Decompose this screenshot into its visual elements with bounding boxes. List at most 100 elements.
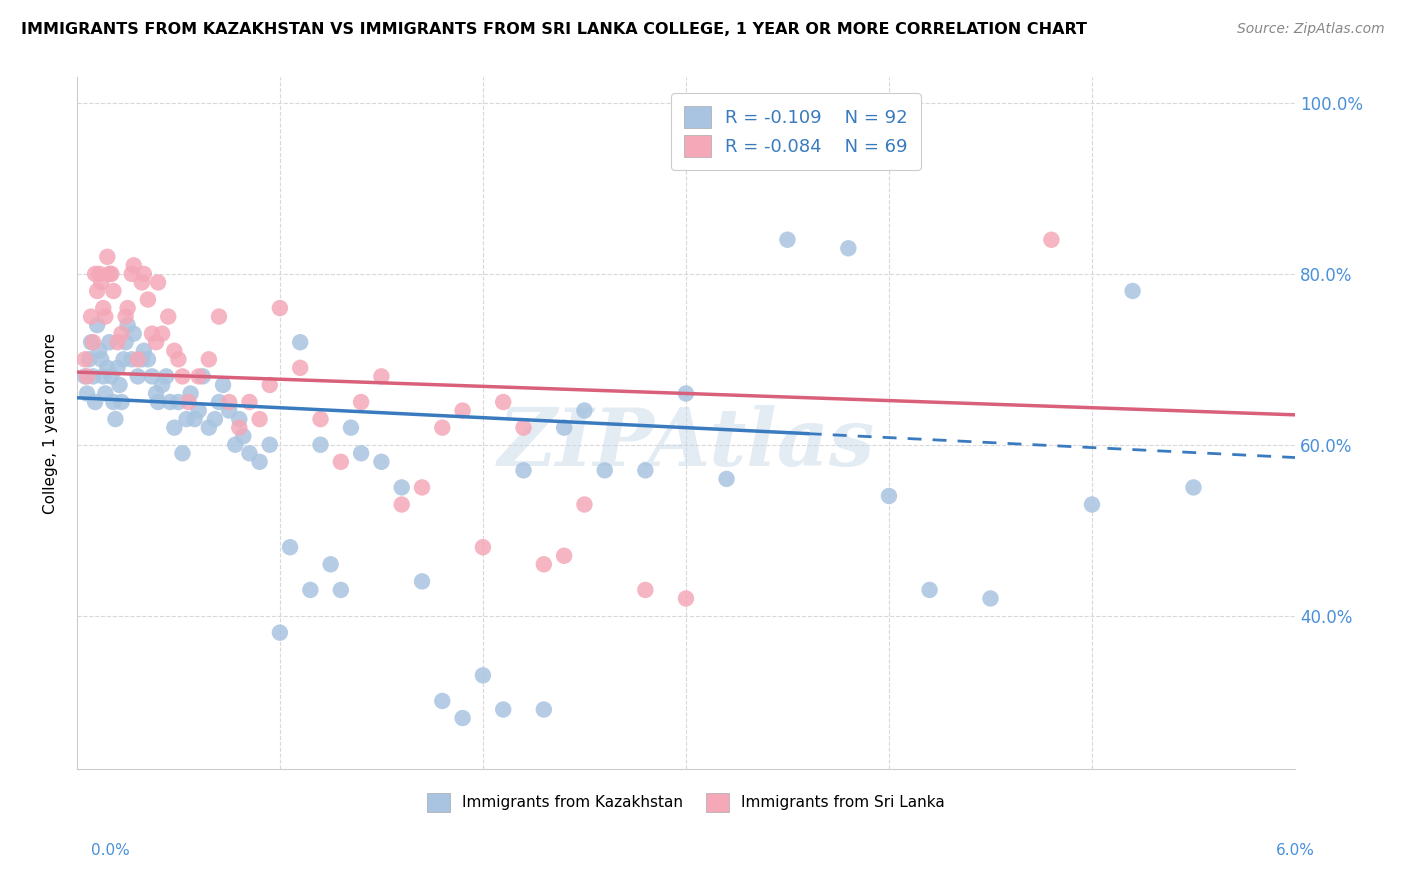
Point [84, 267, 107, 281]
Point [163, 420, 186, 434]
Point [94, 386, 117, 401]
Point [228, 412, 250, 426]
Point [319, 558, 342, 572]
Point [127, 369, 149, 384]
Point [104, 412, 127, 426]
Point [157, 310, 180, 324]
Point [553, 420, 575, 434]
Point [309, 412, 332, 426]
Point [877, 489, 900, 503]
Point [228, 420, 250, 434]
Point [80, 335, 103, 350]
Point [86, 284, 108, 298]
Point [91, 301, 114, 315]
Point [76, 386, 98, 401]
Point [370, 455, 392, 469]
Point [224, 438, 246, 452]
Point [776, 233, 799, 247]
Point [574, 498, 596, 512]
Point [98, 267, 121, 281]
Point [451, 403, 474, 417]
Point [84, 395, 107, 409]
Point [290, 335, 312, 350]
Point [121, 267, 143, 281]
Point [918, 582, 941, 597]
Point [471, 540, 494, 554]
Point [73, 369, 96, 384]
Point [232, 429, 254, 443]
Point [329, 582, 352, 597]
Point [80, 310, 103, 324]
Point [172, 446, 194, 460]
Point [98, 335, 121, 350]
Point [150, 326, 173, 341]
Point [127, 352, 149, 367]
Point [86, 318, 108, 333]
Point [76, 369, 98, 384]
Point [132, 267, 155, 281]
Point [218, 403, 240, 417]
Point [533, 558, 555, 572]
Point [155, 369, 177, 384]
Point [553, 549, 575, 563]
Point [117, 301, 139, 315]
Point [187, 369, 209, 384]
Point [96, 360, 118, 375]
Legend: Immigrants from Kazakhstan, Immigrants from Sri Lanka: Immigrants from Kazakhstan, Immigrants f… [415, 780, 957, 824]
Point [167, 352, 190, 367]
Point [278, 540, 301, 554]
Point [114, 335, 136, 350]
Point [269, 625, 291, 640]
Point [91, 369, 114, 384]
Point [299, 582, 322, 597]
Point [172, 369, 194, 384]
Point [574, 403, 596, 417]
Point [411, 480, 433, 494]
Point [108, 378, 131, 392]
Point [1040, 233, 1063, 247]
Point [89, 267, 111, 281]
Point [73, 352, 96, 367]
Point [451, 711, 474, 725]
Point [94, 310, 117, 324]
Text: 0.0%: 0.0% [91, 843, 131, 858]
Point [150, 378, 173, 392]
Point [350, 395, 373, 409]
Point [533, 702, 555, 716]
Point [238, 446, 260, 460]
Point [212, 378, 235, 392]
Point [675, 386, 697, 401]
Point [1122, 284, 1144, 298]
Point [290, 360, 312, 375]
Point [249, 455, 271, 469]
Text: Source: ZipAtlas.com: Source: ZipAtlas.com [1237, 22, 1385, 37]
Point [90, 352, 112, 367]
Point [107, 335, 129, 350]
Point [370, 369, 392, 384]
Point [208, 310, 231, 324]
Point [110, 326, 132, 341]
Point [634, 463, 657, 477]
Point [82, 335, 104, 350]
Point [837, 241, 859, 255]
Text: ZIPAtlas: ZIPAtlas [498, 405, 875, 483]
Point [634, 582, 657, 597]
Point [121, 352, 143, 367]
Point [107, 360, 129, 375]
Point [117, 318, 139, 333]
Point [432, 694, 454, 708]
Point [146, 395, 169, 409]
Point [259, 378, 281, 392]
Point [593, 463, 616, 477]
Point [191, 369, 214, 384]
Point [716, 472, 738, 486]
Point [979, 591, 1001, 606]
Point [492, 702, 515, 716]
Point [136, 352, 159, 367]
Point [77, 352, 100, 367]
Point [141, 369, 163, 384]
Point [204, 412, 226, 426]
Point [122, 326, 145, 341]
Point [145, 335, 167, 350]
Point [391, 480, 413, 494]
